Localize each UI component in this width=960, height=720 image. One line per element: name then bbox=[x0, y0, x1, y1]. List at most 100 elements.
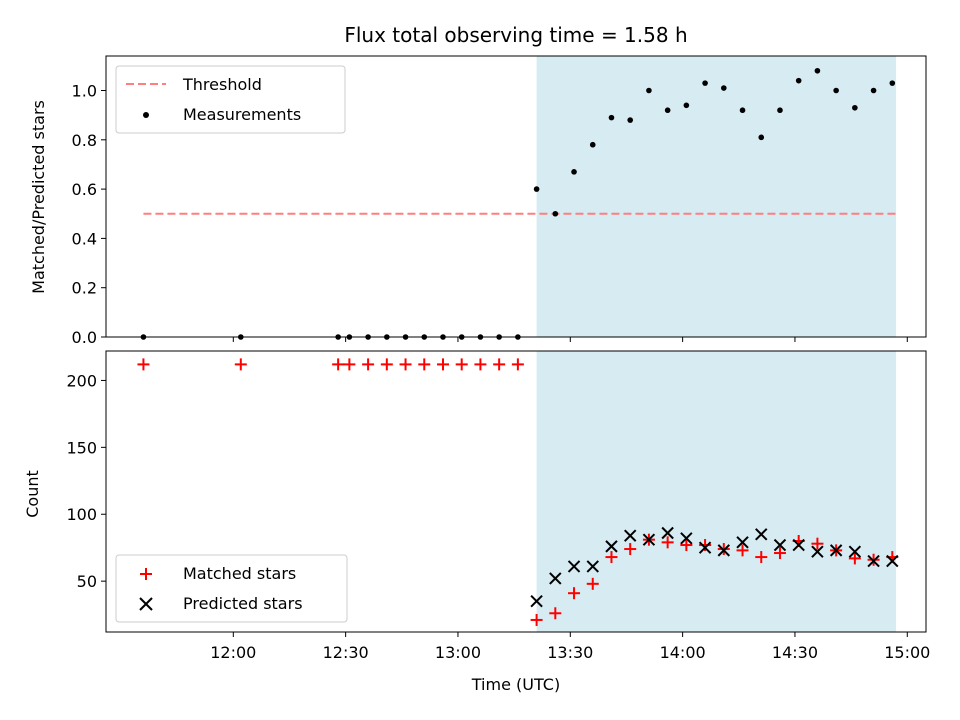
y-tick-label: 0.4 bbox=[72, 229, 97, 248]
x-tick-label: 12:30 bbox=[323, 643, 369, 662]
matched-star-point bbox=[755, 551, 768, 564]
matched-star-point bbox=[332, 358, 345, 371]
measurement-point bbox=[627, 117, 634, 123]
top-shaded-region bbox=[536, 56, 897, 337]
measurement-point bbox=[552, 210, 559, 217]
predicted-stars-legend-label: Predicted stars bbox=[183, 594, 303, 613]
matched-star-point bbox=[380, 358, 393, 371]
y-tick-label: 1.0 bbox=[72, 82, 97, 101]
measurement-point bbox=[721, 85, 727, 91]
y-tick-label: 50 bbox=[77, 572, 97, 591]
matched-star-point bbox=[493, 358, 506, 371]
predicted-star-point bbox=[736, 536, 749, 549]
matched-stars-legend-marker bbox=[140, 568, 152, 580]
predicted-star-point bbox=[792, 538, 805, 552]
predicted-star-b bbox=[698, 541, 712, 554]
matched-star-point bbox=[736, 544, 749, 557]
measurement-point bbox=[702, 80, 708, 86]
predicted-star-b bbox=[811, 545, 824, 558]
bottom-legend-box bbox=[115, 554, 348, 623]
predicted-star-b bbox=[661, 526, 674, 540]
predicted-star-b bbox=[605, 540, 618, 553]
matched-star-point bbox=[474, 358, 487, 371]
bottom-y-ticks: 50 100 150 200 bbox=[66, 371, 106, 591]
bottom-marks bbox=[137, 358, 899, 626]
predicted-star-b bbox=[586, 560, 599, 573]
matched-star-point bbox=[811, 537, 824, 550]
matched-star-point bbox=[568, 587, 581, 600]
predicted-star-point bbox=[698, 541, 712, 554]
predicted-star-point bbox=[848, 545, 862, 558]
y-tick-label: 0.6 bbox=[72, 180, 97, 199]
top-legend: Threshold Measurements bbox=[115, 65, 346, 134]
measurement-point bbox=[833, 87, 839, 94]
measurement-point bbox=[777, 107, 783, 114]
measurement-point bbox=[758, 134, 765, 141]
predicted-star-point bbox=[530, 595, 543, 608]
predicted-star-point bbox=[717, 544, 731, 557]
matched-star-point bbox=[436, 358, 449, 371]
matched-star-point bbox=[455, 358, 468, 371]
matched-star-point bbox=[661, 536, 674, 549]
predicted-star-b bbox=[717, 544, 731, 557]
matched-star-point bbox=[343, 358, 356, 371]
top-title: Flux total observing time = 1.58 h bbox=[344, 23, 687, 47]
predicted-star-point bbox=[642, 533, 656, 546]
predicted-star-b bbox=[736, 536, 749, 549]
y-tick-label: 100 bbox=[66, 505, 97, 524]
measurement-point bbox=[683, 102, 690, 109]
measurement-point bbox=[571, 169, 577, 175]
top-ylabel: Matched/Predicted stars bbox=[29, 100, 48, 294]
y-tick-label: 0.8 bbox=[72, 131, 97, 150]
top-y-ticks: 0.0 0.2 0.4 0.6 0.8 1.0 bbox=[72, 82, 106, 347]
measurement-point bbox=[889, 80, 896, 86]
predicted-star-point bbox=[586, 560, 599, 573]
measurement-point bbox=[646, 87, 652, 94]
matched-star-point bbox=[418, 358, 431, 371]
predicted-star-b bbox=[680, 532, 693, 545]
top-x-ticks bbox=[232, 337, 908, 342]
predicted-star-b bbox=[867, 554, 880, 568]
predicted-star-point bbox=[886, 554, 899, 568]
top-legend-box bbox=[115, 65, 346, 134]
bottom-ylabel: Count bbox=[23, 470, 42, 518]
matched-star-point bbox=[680, 539, 693, 552]
matched-star-point bbox=[362, 358, 375, 371]
threshold-legend-label: Threshold bbox=[182, 75, 262, 94]
matched-star-point bbox=[624, 543, 637, 556]
x-tick-label: 12:00 bbox=[210, 643, 256, 662]
x-tick-label: 15:00 bbox=[884, 643, 930, 662]
measurements-legend-marker bbox=[143, 112, 149, 118]
x-tick-label: 14:00 bbox=[660, 643, 706, 662]
measurement-point bbox=[870, 87, 877, 94]
bottom-x-ticks: 12:00 12:30 13:00 13:30 14:00 14:30 15:00 bbox=[210, 632, 930, 662]
matched-stars-legend-label: Matched stars bbox=[183, 564, 296, 583]
bottom-panel: 50 100 150 200 12:00 12:30 13:00 13:30 14:00 14:… bbox=[23, 350, 930, 694]
predicted-stars-legend-marker bbox=[139, 597, 153, 611]
measurement-point bbox=[852, 104, 858, 111]
predicted-star-point bbox=[811, 545, 824, 558]
matched-star-point bbox=[549, 607, 562, 620]
bottom-axes-frame bbox=[105, 350, 927, 633]
predicted-star-point bbox=[661, 526, 674, 540]
predicted-star-b bbox=[549, 572, 562, 585]
measurement-point bbox=[814, 67, 821, 74]
matched-star-point bbox=[605, 551, 618, 564]
matched-star-point bbox=[234, 358, 247, 371]
y-tick-label: 200 bbox=[66, 371, 97, 390]
predicted-star-point bbox=[567, 560, 581, 573]
predicted-star-b bbox=[886, 554, 899, 568]
matched-star-point bbox=[399, 358, 412, 371]
measurement-point bbox=[664, 107, 671, 114]
predicted-star-b bbox=[755, 528, 768, 541]
matched-star-point bbox=[773, 547, 786, 560]
predicted-star-b bbox=[623, 529, 637, 542]
predicted-star-b bbox=[848, 545, 862, 558]
predicted-star-b bbox=[642, 533, 656, 546]
predicted-star-point bbox=[829, 544, 843, 557]
bottom-shaded-region bbox=[536, 351, 897, 632]
predicted-star-point bbox=[623, 529, 637, 542]
measurements-legend-label: Measurements bbox=[183, 105, 301, 124]
predicted-star-point bbox=[867, 554, 880, 568]
x-tick-label: 14:30 bbox=[772, 643, 818, 662]
